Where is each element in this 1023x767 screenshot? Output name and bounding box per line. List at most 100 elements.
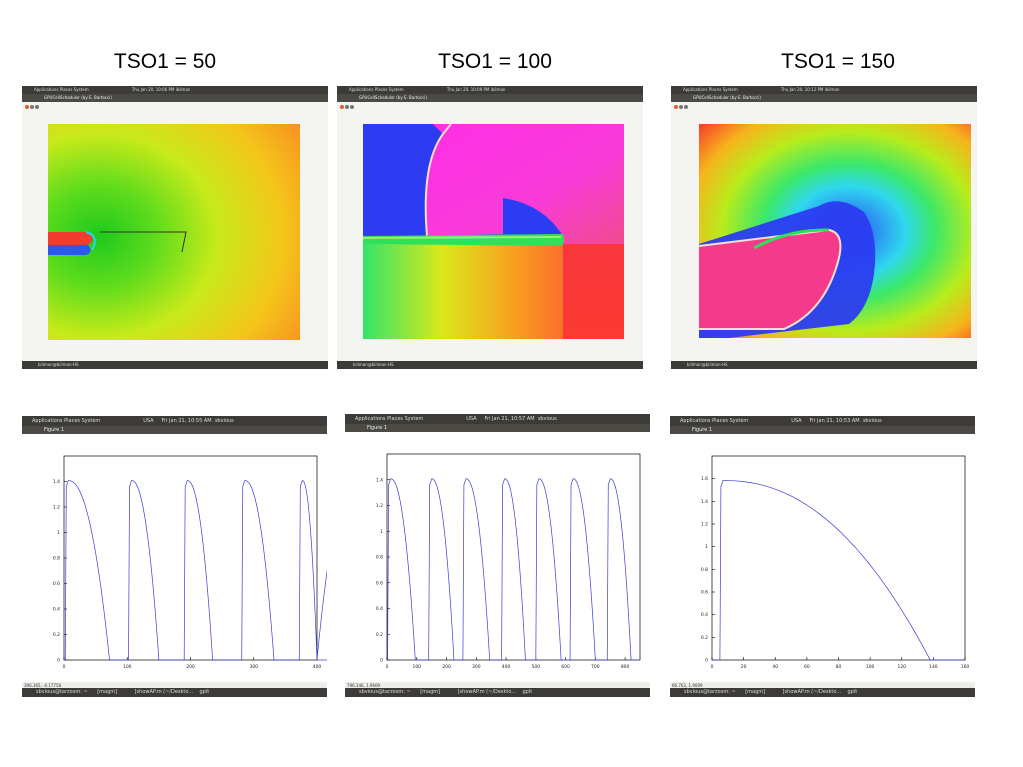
- y-tick-label: 1.2: [376, 503, 383, 509]
- task-folder[interactable]: [magm]: [745, 689, 766, 695]
- x-tick-label: 700: [591, 664, 600, 670]
- x-tick-label: 600: [561, 664, 570, 670]
- sim-window-1: Applications Places System Thu Jan 20, 1…: [22, 86, 328, 369]
- y-tick-label: 1: [57, 530, 60, 536]
- x-tick-label: 200: [186, 664, 195, 670]
- task-folder[interactable]: [magm]: [420, 689, 441, 695]
- y-tick-label: 1.2: [53, 505, 60, 511]
- x-tick-label: 0: [386, 664, 389, 670]
- x-tick-label: 20: [741, 664, 747, 670]
- x-tick-label: 800: [621, 664, 630, 670]
- task-folder[interactable]: [magm]: [97, 689, 118, 695]
- user-menu[interactable]: sbvious: [862, 418, 882, 424]
- system-topbar: Applications Places System USA Fri Jan 2…: [345, 414, 650, 424]
- user-menu[interactable]: sbvious: [214, 418, 234, 424]
- x-tick-label: 0: [63, 664, 66, 670]
- task-terminal[interactable]: sbvious@tarzosm: ~: [359, 689, 411, 695]
- clock: Fri Jan 21, 10:55 AM: [161, 418, 212, 424]
- user-menu[interactable]: ibilman: [824, 87, 840, 92]
- system-topbar: Applications Places System Thu Jan 20, 1…: [22, 86, 328, 94]
- plot-3: 0 20 40 60 80 100 120 140 160 0 0.2 0.4 0.6 0.8 1 1.2 1.…: [670, 434, 975, 682]
- window-titlebar: Figure 1: [345, 424, 650, 432]
- window-titlebar: Figure 1: [670, 426, 975, 434]
- y-tick-label: 1.2: [701, 522, 708, 528]
- x-tick-label: 80: [836, 664, 842, 670]
- sim-window-3: Applications Places System Thu Jan 20, 1…: [671, 86, 977, 369]
- window-controls[interactable]: [340, 96, 355, 114]
- y-tick-label: 0.4: [376, 606, 383, 612]
- task-item[interactable]: biilman@biilman-HS: [38, 362, 79, 367]
- plot-background: [670, 434, 975, 682]
- plot-window-1: Applications Places System USA Fri Jan 2…: [22, 416, 327, 697]
- x-tick-label: 100: [123, 664, 132, 670]
- menu-bar[interactable]: Applications Places System: [355, 416, 424, 422]
- system-topbar: Applications Places System USA Fri Jan 2…: [22, 416, 327, 426]
- plot-background: [22, 434, 327, 682]
- x-tick-label: 400: [313, 664, 322, 670]
- y-tick-label: 0.4: [701, 612, 708, 618]
- task-terminal[interactable]: sbvious@tarzosm: ~: [684, 689, 736, 695]
- locale: USA: [466, 416, 477, 422]
- menu-bar[interactable]: Applications Places System: [680, 418, 749, 424]
- x-tick-label: 200: [442, 664, 451, 670]
- simulation-canvas-2: [363, 124, 624, 339]
- user-menu[interactable]: ibilman: [175, 87, 191, 92]
- taskbar: sbvious@tarzosm: ~ [magm] [showAP.m (~/D…: [670, 688, 975, 697]
- window-controls[interactable]: [674, 96, 689, 114]
- task-item[interactable]: biilman@biilman-HS: [353, 362, 394, 367]
- x-tick-label: 100: [866, 664, 875, 670]
- x-tick-label: 120: [897, 664, 906, 670]
- window-titlebar: GPUCellScheduler (by E. Bartocci): [337, 94, 643, 102]
- clock: Thu Jan 20, 10:06 PM: [131, 87, 175, 92]
- voltage-trace: [64, 480, 327, 661]
- sim-window-2: Applications Places System Thu Jan 20, 1…: [337, 86, 643, 369]
- cursor-readout: 796.346, 1.9609: [347, 683, 381, 688]
- task-gplt[interactable]: gplt: [847, 689, 858, 695]
- y-tick-label: 1: [705, 544, 708, 550]
- task-terminal[interactable]: sbvious@tarzosm: ~: [36, 689, 88, 695]
- y-tick-label: 1: [380, 529, 383, 535]
- task-item[interactable]: biilman@biilman-HS: [687, 362, 728, 367]
- system-topbar: Applications Places System Thu Jan 20, 1…: [671, 86, 977, 94]
- window-titlebar: GPUCellScheduler (by E. Bartocci): [671, 94, 977, 102]
- menu-bar[interactable]: Applications Places System: [349, 87, 404, 92]
- y-tick-label: 1.4: [376, 477, 383, 483]
- y-tick-label: 0.6: [53, 581, 60, 587]
- menu-bar[interactable]: Applications Places System: [32, 418, 101, 424]
- task-editor[interactable]: [showAP.m (~/Deskto...: [782, 689, 842, 695]
- column-title-1: TSO1 = 50: [113, 50, 217, 73]
- x-tick-label: 60: [804, 664, 810, 670]
- x-tick-label: 140: [929, 664, 938, 670]
- user-menu[interactable]: sbvious: [537, 416, 557, 422]
- user-menu[interactable]: ibilman: [490, 87, 506, 92]
- clock: Thu Jan 20, 10:12 PM: [780, 87, 824, 92]
- locale: USA: [791, 418, 802, 424]
- taskbar: sbvious@tarzosm: ~ [magm] [showAP.m (~/D…: [345, 688, 650, 697]
- locale: USA: [143, 418, 154, 424]
- y-tick-label: 0.2: [376, 632, 383, 638]
- menu-bar[interactable]: Applications Places System: [34, 87, 89, 92]
- window-controls[interactable]: [25, 96, 40, 114]
- y-tick-label: 0.8: [53, 556, 60, 562]
- window-titlebar: GPUCellScheduler (by E. Bartocci): [22, 94, 328, 102]
- task-gplt[interactable]: gplt: [199, 689, 210, 695]
- plot-window-3: Applications Places System USA Fri Jan 2…: [670, 416, 975, 697]
- x-tick-label: 300: [249, 664, 258, 670]
- plot-2: 0 100 200 300 400 500 600 700 800 0 0.2 0.4 0.6 0.8 1 1…: [345, 432, 650, 682]
- task-gplt[interactable]: gplt: [522, 689, 533, 695]
- y-tick-label: 0: [705, 658, 708, 664]
- y-tick-label: 0.8: [376, 555, 383, 561]
- y-tick-label: 0: [380, 658, 383, 664]
- y-tick-label: 0.4: [53, 607, 60, 613]
- taskbar: biilman@biilman-HS: [22, 361, 328, 369]
- x-tick-label: 0: [711, 664, 714, 670]
- task-editor[interactable]: [showAP.m (~/Deskto...: [457, 689, 517, 695]
- menu-bar[interactable]: Applications Places System: [683, 87, 738, 92]
- taskbar: biilman@biilman-HS: [337, 361, 643, 369]
- y-tick-label: 1.4: [53, 479, 60, 485]
- y-tick-label: 1.4: [701, 499, 708, 505]
- clock: Fri Jan 21, 10:53 AM: [809, 418, 860, 424]
- column-title-3: TSO1 = 150: [781, 50, 895, 73]
- voltage-trace: [712, 480, 965, 661]
- task-editor[interactable]: [showAP.m (~/Deskto...: [134, 689, 194, 695]
